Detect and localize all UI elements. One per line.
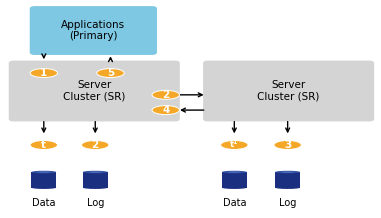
Ellipse shape	[227, 171, 241, 173]
Ellipse shape	[97, 68, 124, 78]
Ellipse shape	[222, 186, 247, 189]
Text: Data: Data	[223, 198, 246, 208]
Text: Log: Log	[279, 198, 296, 208]
Ellipse shape	[222, 171, 247, 173]
FancyBboxPatch shape	[9, 61, 180, 121]
Ellipse shape	[83, 186, 107, 189]
Text: Applications
(Primary): Applications (Primary)	[61, 20, 125, 41]
Text: 4: 4	[162, 105, 170, 115]
Bar	[83, 172, 107, 188]
Text: Server
Cluster (SR): Server Cluster (SR)	[258, 80, 320, 102]
Text: 3: 3	[284, 140, 291, 150]
Ellipse shape	[274, 140, 301, 150]
Ellipse shape	[31, 171, 56, 173]
Ellipse shape	[281, 171, 295, 173]
FancyBboxPatch shape	[30, 6, 157, 55]
Ellipse shape	[275, 186, 300, 189]
Ellipse shape	[88, 171, 102, 173]
Ellipse shape	[30, 68, 58, 78]
Text: Server
Cluster (SR): Server Cluster (SR)	[63, 80, 125, 102]
Ellipse shape	[152, 106, 179, 115]
Ellipse shape	[221, 140, 248, 150]
Ellipse shape	[30, 140, 58, 150]
Text: 2: 2	[91, 140, 99, 150]
Text: 5: 5	[107, 68, 114, 78]
Text: t: t	[41, 140, 46, 150]
Ellipse shape	[83, 171, 107, 173]
Ellipse shape	[31, 186, 56, 189]
FancyBboxPatch shape	[203, 61, 374, 121]
Bar	[275, 172, 300, 188]
Text: t¹: t¹	[230, 140, 239, 150]
Bar	[222, 172, 247, 188]
Ellipse shape	[275, 171, 300, 173]
Ellipse shape	[82, 140, 109, 150]
Text: Data: Data	[32, 198, 56, 208]
Text: 2: 2	[162, 90, 170, 100]
Ellipse shape	[37, 171, 51, 173]
Text: 1: 1	[40, 68, 48, 78]
Text: Log: Log	[86, 198, 104, 208]
Bar	[31, 172, 56, 188]
Ellipse shape	[152, 90, 179, 99]
